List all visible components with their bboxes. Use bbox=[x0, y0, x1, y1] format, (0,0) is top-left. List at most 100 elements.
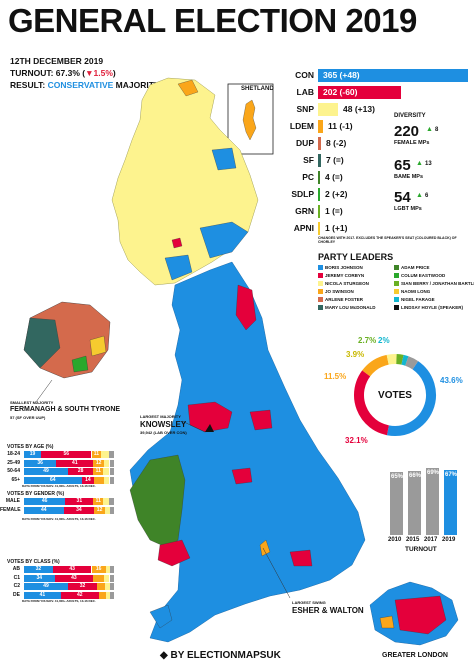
seat-bar bbox=[318, 103, 338, 116]
page-title: GENERAL ELECTION 2019 bbox=[8, 2, 417, 39]
bar-segment: 14 bbox=[81, 476, 95, 484]
seat-bar bbox=[318, 222, 320, 235]
bar-row-label: MALE bbox=[5, 498, 20, 504]
leader-item: NAOMI LONG bbox=[394, 289, 430, 295]
bar-row: 50-64 49 28 11 bbox=[0, 468, 120, 475]
bar-row: 18-24 19 56 11 bbox=[0, 451, 120, 458]
shetland-shape bbox=[242, 99, 257, 141]
seat-row-pc: PC 4 (=) bbox=[284, 171, 474, 184]
bar-segment: 41 bbox=[56, 459, 94, 467]
female-mps-change: 8 bbox=[435, 127, 439, 133]
seat-party-label: PC bbox=[302, 172, 314, 182]
result-party: CONSERVATIVE bbox=[47, 80, 114, 90]
south-wales-lab-seats bbox=[157, 539, 191, 567]
leader-swatch bbox=[318, 281, 323, 287]
bar-segment: 36 bbox=[24, 459, 57, 467]
shetland-inset-frame bbox=[227, 83, 274, 155]
seat-party-label: SDLP bbox=[291, 189, 314, 199]
leader-name: JO SWINSON bbox=[325, 289, 354, 294]
gender-note: DATA FROM YOUGOV. 41,000+ ADULTS, 13-16 … bbox=[22, 517, 96, 521]
bar-row-label: DE bbox=[13, 591, 20, 598]
leader-swatch bbox=[394, 305, 399, 311]
leader-swatch bbox=[394, 289, 399, 295]
seat-bar bbox=[318, 188, 320, 201]
leader-swatch bbox=[394, 265, 399, 271]
leader-swatch bbox=[394, 281, 399, 287]
bar-segment: 31 bbox=[65, 498, 94, 505]
seat-party-label: SNP bbox=[296, 104, 314, 114]
england-region bbox=[129, 261, 366, 643]
gender-title: VOTES BY GENDER (%) bbox=[7, 491, 65, 497]
knowsley-label: KNOWSLEY bbox=[140, 420, 187, 429]
bar-segment: 46 bbox=[24, 498, 66, 505]
footer-credit: ◆ BY ELECTIONMAPSUK bbox=[160, 650, 281, 661]
bar-segment: 64 bbox=[24, 476, 82, 484]
leader-name: NIGEL FARAGE bbox=[401, 297, 435, 302]
age-title: VOTES BY AGE (%) bbox=[7, 444, 54, 450]
bar-segment: 11 bbox=[93, 498, 104, 505]
leader-swatch bbox=[318, 297, 323, 303]
seat-party-label: APNI bbox=[293, 223, 314, 233]
borders-con-seats bbox=[164, 254, 193, 281]
votes-brx-pct: 2% bbox=[378, 336, 390, 345]
seat-value: 1 (=) bbox=[325, 206, 343, 216]
north-east-scotland-con bbox=[211, 147, 237, 171]
leader-name: MARY LOU McDONALD bbox=[325, 305, 376, 310]
bame-mps-change: 13 bbox=[425, 161, 432, 167]
bar-segment: 42 bbox=[60, 591, 99, 599]
lgbt-mps-change: 6 bbox=[425, 193, 429, 199]
bar-segment: 12 bbox=[94, 506, 105, 514]
seat-bar bbox=[318, 205, 320, 218]
seat-party-label: DUP bbox=[296, 138, 314, 148]
leader-swatch bbox=[318, 273, 323, 279]
bar-segment bbox=[109, 574, 114, 582]
turnout-bar: 65% bbox=[390, 471, 403, 535]
turnout-year: 2017 bbox=[424, 537, 438, 543]
age-chart: 18-24 19 56 11 25-49 36 41 12 50-64 49 28 11 65+ 64 14 bbox=[0, 451, 120, 485]
seat-value: 4 (=) bbox=[325, 172, 343, 182]
seat-party-label: LAB bbox=[296, 87, 314, 97]
ni-sf-seats bbox=[23, 317, 61, 369]
bar-row: FEMALE 44 34 12 bbox=[0, 506, 120, 514]
diversity-panel: DIVERSITY 220 ▲ 8 FEMALE MPs 65 ▲ 13 BAM… bbox=[390, 113, 462, 219]
esher-pointer bbox=[262, 547, 291, 599]
turnout-bar: 66% bbox=[408, 470, 421, 535]
turnout-bar: 67% bbox=[444, 469, 458, 535]
seats-note: CHANGES WITH 2017. EXCLUDES THE SPEAKER'… bbox=[318, 236, 457, 244]
turnout-chart: 65% 66% 69% 67% bbox=[390, 455, 464, 535]
leader-item: LINDSAY HOYLE (SPEAKER) bbox=[394, 305, 464, 311]
seat-value: 365 (+48) bbox=[323, 70, 360, 80]
bar-segment bbox=[104, 476, 110, 484]
bar-segment bbox=[109, 476, 114, 484]
edinburgh-lab-seat bbox=[171, 237, 183, 249]
seat-value: 7 (=) bbox=[326, 155, 344, 165]
turnout-bar-label: 67% bbox=[445, 471, 458, 478]
bar-row-label: 50-64 bbox=[7, 468, 20, 474]
turnout-close: ) bbox=[112, 68, 116, 78]
seat-value: 8 (-2) bbox=[326, 138, 347, 148]
seat-party-label: GRN bbox=[295, 206, 314, 216]
leader-name: LINDSAY HOYLE (SPEAKER) bbox=[401, 305, 464, 310]
bar-row: 25-49 36 41 12 bbox=[0, 459, 120, 467]
bar-segment: 34 bbox=[63, 506, 95, 514]
bar-segment bbox=[109, 506, 114, 514]
seat-bar bbox=[318, 171, 320, 184]
bar-segment bbox=[108, 498, 114, 505]
bar-row-label: C1 bbox=[13, 574, 20, 581]
cornwall-con-seats bbox=[149, 604, 173, 629]
esher-ldem-seat bbox=[259, 539, 271, 557]
bar-segment: 11 bbox=[93, 468, 104, 475]
seat-party-label: LDEM bbox=[289, 121, 314, 131]
leader-swatch bbox=[394, 297, 399, 303]
election-date: 12TH DECEMBER 2019 bbox=[10, 56, 104, 66]
leader-name: SIAN BERRY / JONATHAN BARTLEY bbox=[401, 281, 474, 286]
bar-segment bbox=[108, 451, 114, 458]
greater-london-label: GREATER LONDON bbox=[382, 652, 448, 659]
bar-segment bbox=[110, 591, 114, 599]
bame-up-icon: ▲ bbox=[416, 160, 423, 167]
votes-snp-pct: 3.9% bbox=[346, 350, 365, 359]
turnout-year: 2015 bbox=[406, 537, 420, 543]
seat-row-dup: DUP 8 (-2) bbox=[284, 137, 474, 150]
turnout-bar-label: 69% bbox=[427, 469, 440, 476]
lgbt-mps-label: LGBT MPs bbox=[394, 206, 422, 212]
